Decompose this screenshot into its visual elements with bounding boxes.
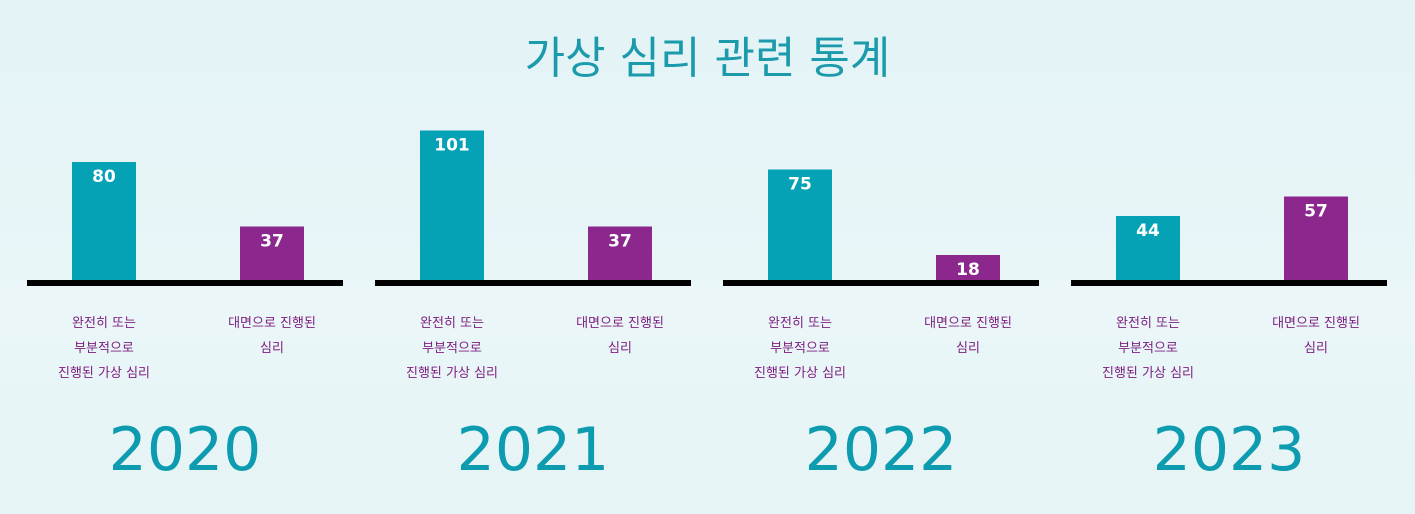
category-label: 완전히 또는 부분적으로 진행된 가상 심리 — [754, 316, 846, 381]
category-label: 완전히 또는 부분적으로 진행된 가상 심리 — [58, 316, 150, 381]
category-label: 대면으로 진행된 심리 — [228, 316, 316, 356]
bar — [588, 226, 652, 282]
baseline — [375, 280, 691, 286]
category-label: 완전히 또는 부분적으로 진행된 가상 심리 — [1102, 316, 1194, 381]
year-label: 2020 — [108, 415, 262, 485]
category-label: 완전히 또는 부분적으로 진행된 가상 심리 — [406, 316, 498, 381]
baseline — [723, 280, 1039, 286]
bar — [936, 255, 1000, 282]
value-label: 75 — [788, 175, 812, 195]
bar — [1116, 216, 1180, 282]
value-label: 18 — [956, 260, 980, 280]
bar — [72, 162, 136, 282]
value-label: 37 — [608, 232, 632, 252]
bar — [768, 169, 832, 282]
category-label: 대면으로 진행된 심리 — [924, 316, 1012, 356]
page-title: 가상 심리 관련 통계 — [524, 33, 891, 84]
year-label: 2021 — [456, 415, 610, 485]
value-label: 44 — [1136, 221, 1160, 241]
category-label: 대면으로 진행된 심리 — [1272, 316, 1360, 356]
baseline — [1071, 280, 1387, 286]
value-label: 57 — [1304, 202, 1328, 222]
category-label: 대면으로 진행된 심리 — [576, 316, 664, 356]
year-label: 2022 — [804, 415, 958, 485]
value-label: 80 — [92, 167, 116, 187]
value-label: 37 — [260, 232, 284, 252]
bar — [240, 226, 304, 282]
year-label: 2023 — [1152, 415, 1306, 485]
bar — [1284, 196, 1348, 282]
bar — [420, 130, 484, 282]
baseline — [27, 280, 343, 286]
value-label: 101 — [434, 136, 470, 156]
